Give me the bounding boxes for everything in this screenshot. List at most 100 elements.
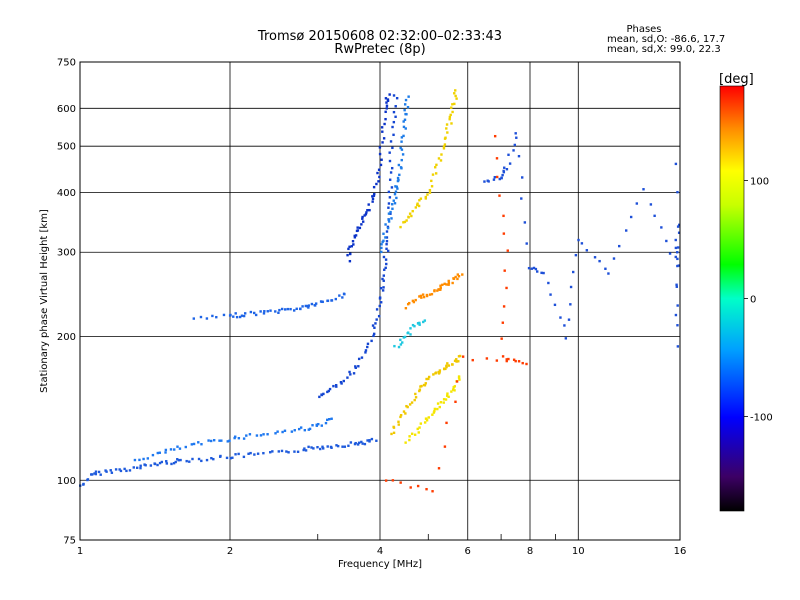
data-point: [412, 300, 416, 304]
data-point: [356, 443, 360, 446]
plot-border: [79, 61, 681, 541]
data-point: [347, 444, 350, 447]
data-point: [431, 173, 435, 176]
data-point: [390, 432, 393, 436]
data-point: [392, 133, 395, 137]
data-point: [158, 451, 161, 454]
data-point: [422, 383, 426, 387]
data-point: [420, 296, 423, 299]
data-point: [86, 478, 90, 481]
data-point: [361, 215, 364, 219]
data-point: [674, 255, 677, 259]
data-point: [436, 289, 439, 292]
data-point: [399, 225, 402, 229]
data-point: [360, 223, 363, 226]
data-point: [262, 451, 265, 455]
data-point: [387, 190, 391, 194]
data-point: [520, 197, 523, 200]
data-point: [387, 218, 390, 221]
data-point: [350, 245, 353, 248]
data-point: [348, 370, 351, 374]
data-point: [433, 407, 437, 411]
data-point: [232, 315, 235, 318]
data-point: [328, 387, 332, 391]
data-point: [255, 434, 259, 437]
data-point: [399, 481, 402, 484]
data-point: [438, 369, 442, 372]
data-point: [372, 185, 376, 189]
data-point: [302, 448, 305, 452]
data-point: [397, 345, 401, 349]
data-point: [245, 434, 248, 437]
data-point: [629, 215, 633, 219]
data-point: [361, 220, 365, 223]
data-point: [389, 171, 393, 174]
data-point: [501, 355, 505, 358]
data-point: [675, 285, 678, 288]
data-point: [598, 259, 601, 263]
data-point: [123, 467, 126, 471]
data-point: [225, 456, 229, 460]
y-axis-label: Stationary phase Virtual Height [km]: [39, 209, 50, 393]
data-point: [348, 245, 351, 248]
data-point: [676, 304, 679, 307]
data-point: [311, 424, 314, 427]
data-point: [438, 371, 441, 374]
data-point: [277, 450, 280, 453]
data-point: [441, 283, 444, 287]
data-point: [305, 304, 309, 308]
data-point: [396, 176, 400, 180]
data-point: [384, 223, 387, 226]
data-point: [378, 304, 381, 308]
data-point: [384, 110, 387, 114]
data-point: [334, 383, 338, 387]
data-point: [453, 359, 457, 363]
data-point: [423, 421, 427, 424]
data-point: [169, 448, 173, 451]
data-point: [451, 388, 455, 391]
chart-title: Tromsø 20150608 02:32:00–02:33:43: [257, 29, 502, 44]
data-point: [253, 453, 256, 456]
data-point: [403, 335, 407, 339]
data-point: [364, 213, 368, 216]
data-point: [389, 212, 392, 215]
data-point: [505, 168, 509, 171]
x-tick-label: 1: [77, 546, 83, 557]
data-point: [580, 242, 584, 245]
data-point: [421, 293, 425, 296]
data-point: [393, 344, 396, 348]
data-point: [399, 166, 403, 169]
data-point: [199, 315, 203, 319]
data-point: [674, 246, 678, 250]
data-point: [676, 190, 679, 194]
data-point: [197, 441, 200, 444]
data-point: [607, 272, 610, 275]
data-point: [378, 152, 382, 156]
data-point: [192, 317, 196, 320]
data-point: [416, 484, 420, 488]
data-point: [442, 147, 446, 150]
data-point: [274, 310, 277, 313]
data-point: [338, 294, 341, 297]
data-point: [229, 457, 232, 460]
data-point: [347, 247, 350, 251]
data-point: [399, 415, 402, 419]
data-point: [392, 94, 396, 97]
data-point: [149, 464, 153, 467]
data-point: [534, 267, 538, 271]
data-point: [384, 258, 388, 261]
data-point: [487, 180, 490, 183]
data-point: [242, 437, 246, 440]
data-point: [170, 462, 173, 466]
data-point: [361, 442, 364, 445]
data-point: [563, 324, 566, 327]
data-point: [506, 249, 509, 252]
data-point: [394, 185, 397, 188]
data-point: [386, 249, 390, 253]
data-point: [453, 92, 456, 95]
data-point: [676, 324, 679, 327]
data-point: [431, 413, 434, 416]
data-point: [604, 267, 607, 270]
data-point: [326, 445, 329, 448]
data-point: [233, 436, 236, 440]
